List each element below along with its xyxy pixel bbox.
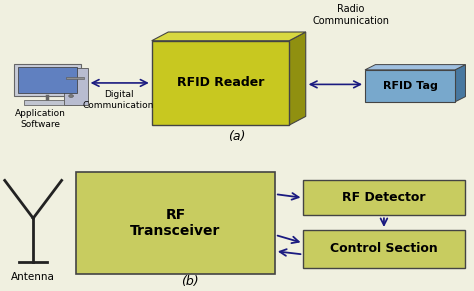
Polygon shape [365, 65, 465, 70]
Text: Radio
Communication: Radio Communication [312, 4, 389, 26]
Text: Control Section: Control Section [330, 242, 438, 255]
Bar [303, 230, 465, 268]
Text: RF
Transceiver: RF Transceiver [130, 207, 220, 238]
Bar [152, 41, 289, 125]
Bar [66, 77, 84, 79]
Polygon shape [455, 65, 465, 102]
Text: Antenna: Antenna [11, 272, 55, 282]
Polygon shape [152, 32, 306, 41]
Text: Digital
Communication: Digital Communication [83, 90, 154, 110]
Text: RF Detector: RF Detector [342, 191, 426, 204]
Bar [14, 64, 81, 96]
Polygon shape [289, 32, 306, 125]
Bar [18, 67, 77, 93]
Bar [24, 100, 71, 105]
Text: Application
Software: Application Software [15, 109, 66, 129]
Bar [303, 180, 465, 215]
Text: RFID Reader: RFID Reader [177, 77, 264, 89]
Text: RFID Tag: RFID Tag [383, 81, 438, 91]
Bar [76, 172, 275, 274]
Bar [64, 68, 88, 105]
Text: (a): (a) [228, 129, 246, 143]
Text: (b): (b) [181, 275, 199, 288]
Bar [365, 70, 455, 102]
Circle shape [69, 95, 73, 97]
